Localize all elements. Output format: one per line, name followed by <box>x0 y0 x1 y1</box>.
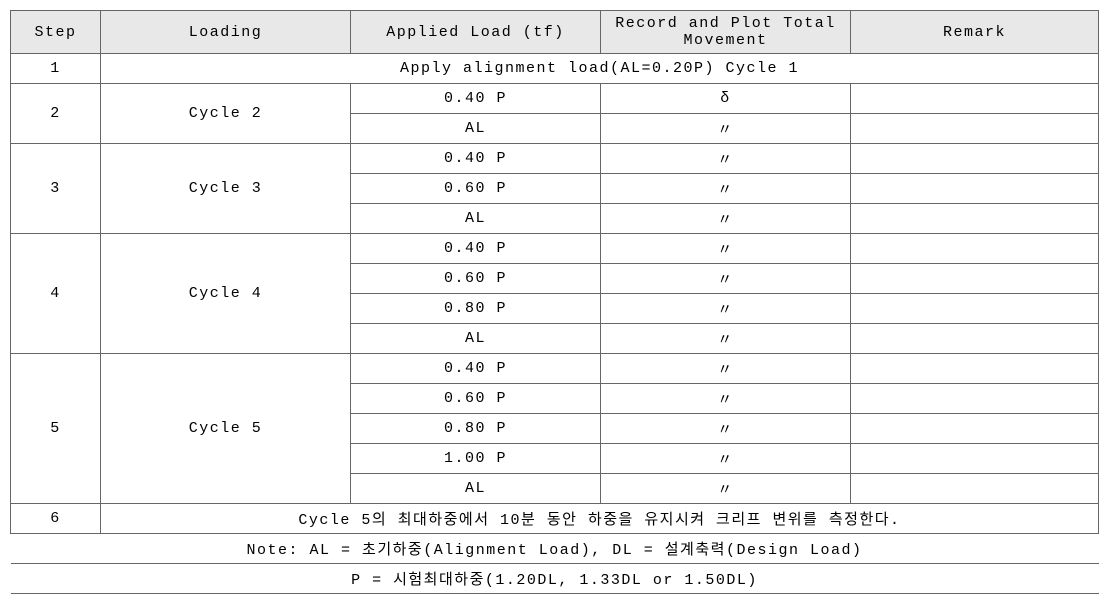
cell-applied: 0.80 P <box>351 294 601 324</box>
table-row: 2 Cycle 2 0.40 P δ <box>11 84 1099 114</box>
table-row: 3 Cycle 3 0.40 P 〃 <box>11 144 1099 174</box>
note-row: P = 시험최대하중(1.20DL, 1.33DL or 1.50DL) <box>11 564 1099 594</box>
cell-merged: Apply alignment load(AL=0.20P) Cycle 1 <box>101 54 1099 84</box>
cell-remark <box>851 114 1099 144</box>
cell-record: 〃 <box>601 474 851 504</box>
table-row: 1 Apply alignment load(AL=0.20P) Cycle 1 <box>11 54 1099 84</box>
cell-applied: 0.40 P <box>351 84 601 114</box>
cell-step: 5 <box>11 354 101 504</box>
cell-applied: 0.60 P <box>351 174 601 204</box>
cell-applied: 0.60 P <box>351 264 601 294</box>
cell-record: 〃 <box>601 114 851 144</box>
cell-remark <box>851 144 1099 174</box>
loading-procedure-table: Step Loading Applied Load (tf) Record an… <box>10 10 1099 594</box>
col-step: Step <box>11 11 101 54</box>
note-text: Note: AL = 초기하중(Alignment Load), DL = 설계… <box>11 534 1099 564</box>
cell-remark <box>851 354 1099 384</box>
cell-record: 〃 <box>601 264 851 294</box>
cell-record: 〃 <box>601 144 851 174</box>
cell-record: 〃 <box>601 294 851 324</box>
cell-remark <box>851 174 1099 204</box>
cell-record: 〃 <box>601 234 851 264</box>
cell-remark <box>851 204 1099 234</box>
cell-remark <box>851 384 1099 414</box>
cell-step: 4 <box>11 234 101 354</box>
cell-remark <box>851 474 1099 504</box>
note-row: Note: AL = 초기하중(Alignment Load), DL = 설계… <box>11 534 1099 564</box>
table-row: 4 Cycle 4 0.40 P 〃 <box>11 234 1099 264</box>
note-text: P = 시험최대하중(1.20DL, 1.33DL or 1.50DL) <box>11 564 1099 594</box>
cell-loading: Cycle 4 <box>101 234 351 354</box>
cell-loading: Cycle 2 <box>101 84 351 144</box>
col-loading: Loading <box>101 11 351 54</box>
cell-applied: 0.60 P <box>351 384 601 414</box>
cell-step: 6 <box>11 504 101 534</box>
cell-remark <box>851 324 1099 354</box>
cell-applied: 0.80 P <box>351 414 601 444</box>
cell-applied: 0.40 P <box>351 144 601 174</box>
cell-remark <box>851 234 1099 264</box>
cell-record: 〃 <box>601 384 851 414</box>
cell-applied: AL <box>351 324 601 354</box>
cell-step: 3 <box>11 144 101 234</box>
col-remark: Remark <box>851 11 1099 54</box>
cell-remark <box>851 414 1099 444</box>
cell-applied: AL <box>351 474 601 504</box>
cell-applied: 0.40 P <box>351 234 601 264</box>
cell-applied: AL <box>351 204 601 234</box>
cell-loading: Cycle 3 <box>101 144 351 234</box>
cell-record: 〃 <box>601 354 851 384</box>
cell-record: δ <box>601 84 851 114</box>
table-row: 6 Cycle 5의 최대하중에서 10분 동안 하중을 유지시켜 크리프 변위… <box>11 504 1099 534</box>
cell-remark <box>851 444 1099 474</box>
cell-applied: 0.40 P <box>351 354 601 384</box>
cell-applied: AL <box>351 114 601 144</box>
col-applied: Applied Load (tf) <box>351 11 601 54</box>
cell-step: 2 <box>11 84 101 144</box>
cell-step: 1 <box>11 54 101 84</box>
cell-record: 〃 <box>601 444 851 474</box>
cell-applied: 1.00 P <box>351 444 601 474</box>
cell-merged: Cycle 5의 최대하중에서 10분 동안 하중을 유지시켜 크리프 변위를 … <box>101 504 1099 534</box>
cell-remark <box>851 264 1099 294</box>
col-record: Record and Plot Total Movement <box>601 11 851 54</box>
table-row: 5 Cycle 5 0.40 P 〃 <box>11 354 1099 384</box>
cell-record: 〃 <box>601 174 851 204</box>
cell-loading: Cycle 5 <box>101 354 351 504</box>
cell-remark <box>851 84 1099 114</box>
cell-record: 〃 <box>601 414 851 444</box>
header-row: Step Loading Applied Load (tf) Record an… <box>11 11 1099 54</box>
cell-record: 〃 <box>601 204 851 234</box>
cell-record: 〃 <box>601 324 851 354</box>
cell-remark <box>851 294 1099 324</box>
